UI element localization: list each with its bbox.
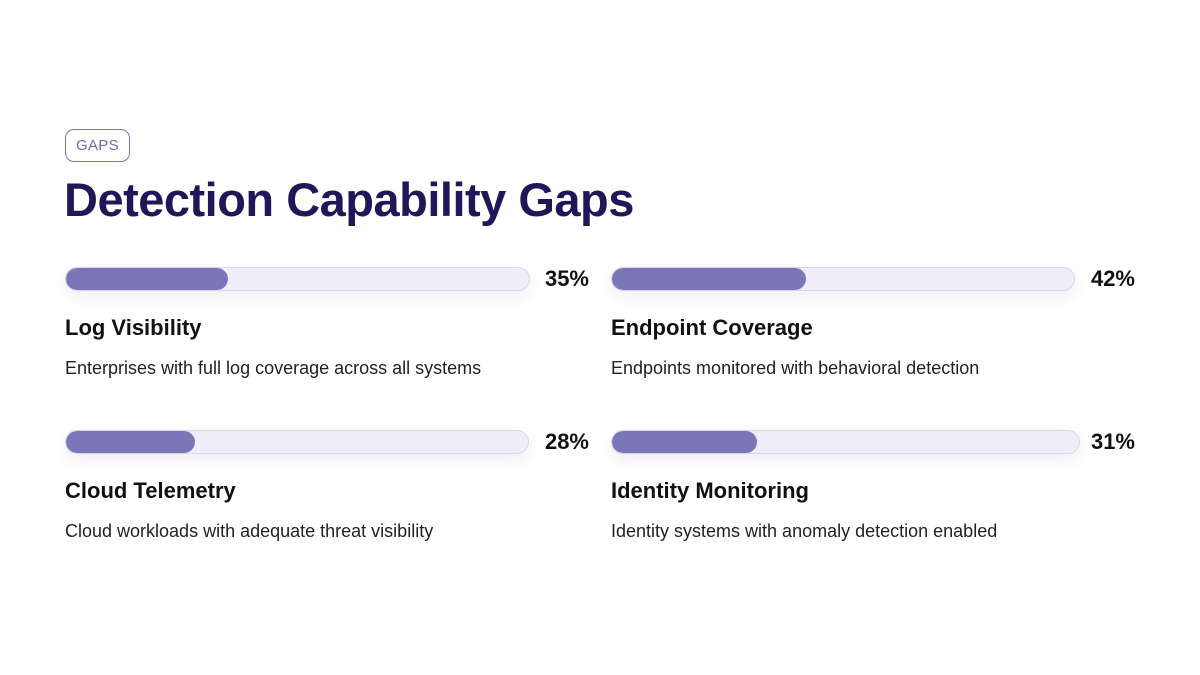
progress-fill [612, 431, 757, 453]
percent-value: 28% [544, 429, 589, 454]
progress-track [611, 430, 1080, 454]
metric-cloud-telemetry: 28% Cloud Telemetry Cloud workloads with… [65, 429, 589, 541]
progress-bar-row: 42% [611, 266, 1135, 291]
metric-label: Log Visibility [65, 315, 202, 340]
metric-log-visibility: 35% Log Visibility Enterprises with full… [65, 266, 589, 378]
metric-identity-monitoring: 31% Identity Monitoring Identity systems… [611, 429, 1135, 541]
progress-bar-row: 31% [611, 429, 1135, 454]
percent-value: 42% [1090, 266, 1135, 291]
progress-track [65, 267, 530, 291]
progress-bar-row: 35% [65, 266, 589, 291]
page-title: Detection Capability Gaps [64, 173, 634, 226]
section-tag: GAPS [65, 129, 130, 162]
percent-value: 35% [544, 266, 589, 291]
metric-endpoint-coverage: 42% Endpoint Coverage Endpoints monitore… [611, 266, 1135, 378]
progress-bar-row: 28% [65, 429, 589, 454]
progress-fill [612, 268, 807, 290]
progress-track [611, 267, 1075, 291]
progress-fill [66, 431, 196, 453]
metric-label: Cloud Telemetry [65, 478, 236, 503]
metric-description: Cloud workloads with adequate threat vis… [65, 521, 434, 541]
percent-value: 31% [1090, 429, 1135, 454]
metric-label: Identity Monitoring [611, 478, 809, 503]
metric-description: Enterprises with full log coverage acros… [65, 358, 482, 378]
metric-description: Identity systems with anomaly detection … [611, 521, 998, 541]
progress-fill [66, 268, 229, 290]
metric-label: Endpoint Coverage [611, 315, 813, 340]
progress-track [65, 430, 529, 454]
metric-description: Endpoints monitored with behavioral dete… [611, 358, 980, 378]
